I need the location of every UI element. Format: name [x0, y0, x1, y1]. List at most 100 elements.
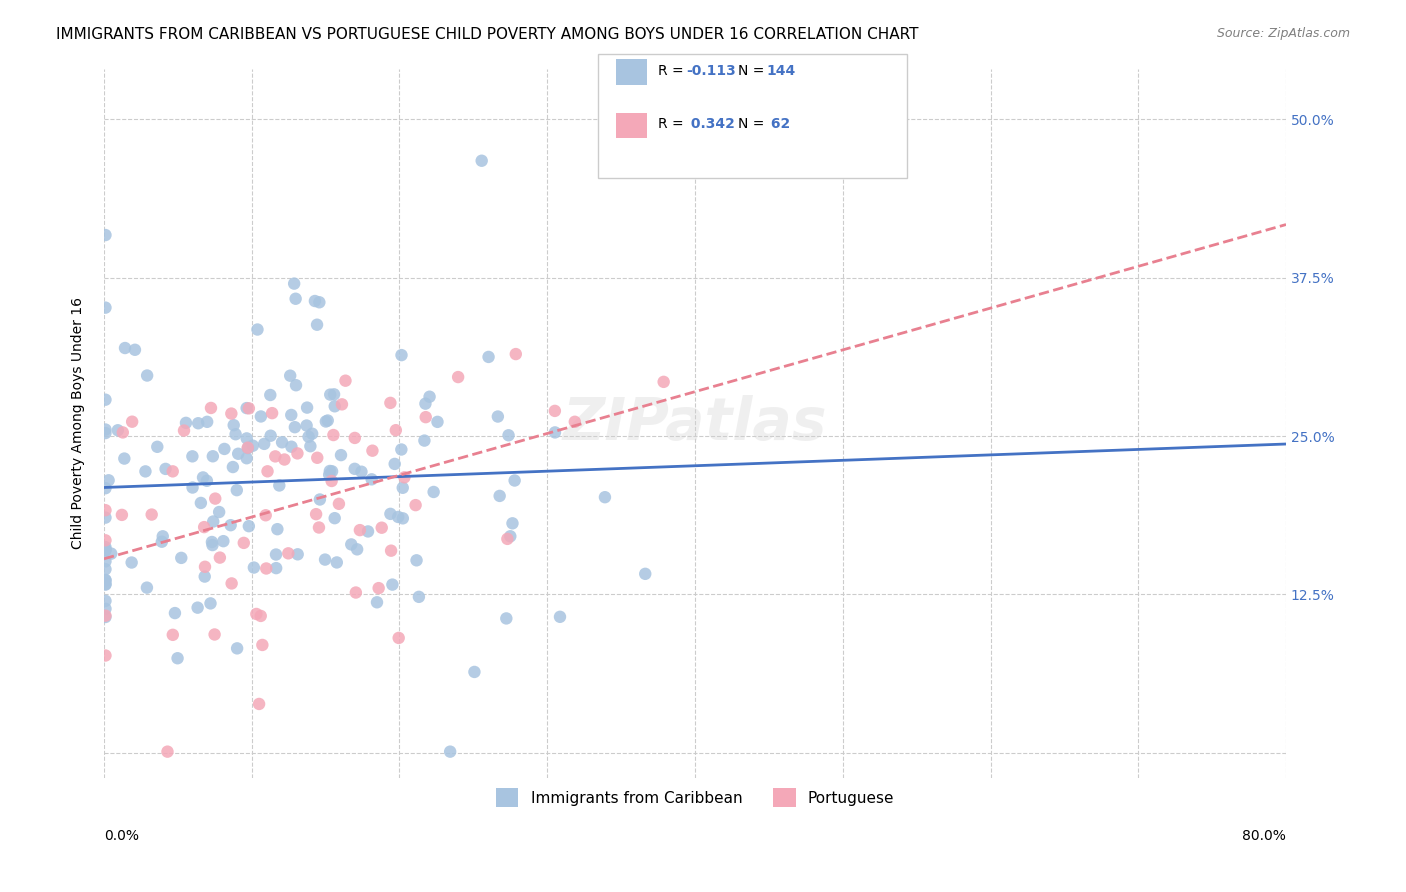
Point	[488, 489, 510, 503]
Point	[256, 464, 278, 478]
Point	[181, 481, 204, 495]
Point	[361, 443, 384, 458]
Point	[330, 397, 353, 411]
Point	[235, 431, 257, 445]
Text: 80.0%: 80.0%	[1241, 829, 1286, 843]
Point	[322, 428, 344, 442]
Point	[236, 441, 259, 455]
Point	[340, 537, 363, 551]
Point	[380, 396, 402, 410]
Y-axis label: Child Poverty Among Boys Under 16: Child Poverty Among Boys Under 16	[72, 297, 86, 549]
Point	[564, 415, 586, 429]
Point	[280, 440, 302, 454]
Point	[319, 387, 342, 401]
Point	[225, 483, 247, 498]
Point	[97, 473, 120, 487]
Text: Source: ZipAtlas.com: Source: ZipAtlas.com	[1216, 27, 1350, 40]
Point	[94, 573, 117, 587]
Text: ZIPatlas: ZIPatlas	[562, 395, 827, 452]
Point	[335, 374, 357, 388]
Point	[304, 293, 326, 308]
Text: R =: R =	[658, 63, 688, 78]
Point	[413, 434, 436, 448]
Point	[100, 547, 122, 561]
Point	[181, 450, 204, 464]
Point	[94, 425, 117, 440]
Point	[264, 548, 287, 562]
Point	[94, 503, 117, 517]
Point	[391, 348, 413, 362]
Point	[200, 596, 222, 610]
Point	[447, 370, 470, 384]
Point	[94, 228, 117, 243]
Point	[343, 431, 366, 445]
Point	[405, 553, 427, 567]
Point	[94, 608, 117, 623]
Point	[170, 550, 193, 565]
Point	[366, 595, 388, 609]
Point	[419, 390, 441, 404]
Point	[260, 428, 283, 442]
Point	[214, 442, 236, 456]
Point	[187, 600, 209, 615]
Point	[496, 532, 519, 546]
Point	[94, 540, 117, 554]
Point	[278, 368, 301, 383]
Point	[238, 401, 260, 416]
Text: 0.0%: 0.0%	[104, 829, 139, 843]
Point	[225, 427, 247, 442]
Point	[295, 418, 318, 433]
Point	[208, 550, 231, 565]
Point	[252, 638, 274, 652]
Text: 144: 144	[766, 63, 796, 78]
Point	[246, 322, 269, 336]
Point	[222, 460, 245, 475]
Point	[163, 606, 186, 620]
Point	[323, 511, 346, 525]
Point	[415, 397, 437, 411]
Point	[262, 406, 284, 420]
Point	[232, 536, 254, 550]
Point	[415, 410, 437, 425]
Point	[226, 447, 249, 461]
Text: R =: R =	[658, 117, 688, 131]
Point	[264, 450, 287, 464]
Point	[380, 507, 402, 521]
Point	[277, 546, 299, 560]
Text: IMMIGRANTS FROM CARIBBEAN VS PORTUGUESE CHILD POVERTY AMONG BOYS UNDER 16 CORREL: IMMIGRANTS FROM CARIBBEAN VS PORTUGUESE …	[56, 27, 918, 42]
Point	[200, 401, 222, 415]
Point	[152, 529, 174, 543]
Point	[295, 401, 318, 415]
Point	[219, 518, 242, 533]
Point	[380, 543, 402, 558]
Point	[94, 594, 117, 608]
Point	[323, 387, 346, 401]
Point	[195, 474, 218, 488]
Point	[247, 697, 270, 711]
Point	[191, 470, 214, 484]
Point	[284, 292, 307, 306]
Point	[269, 478, 291, 492]
Point	[305, 507, 328, 521]
Point	[301, 426, 323, 441]
Point	[389, 442, 412, 457]
Point	[357, 524, 380, 539]
Point	[236, 441, 259, 455]
Point	[245, 607, 267, 621]
Point	[249, 608, 271, 623]
Point	[94, 554, 117, 568]
Point	[498, 428, 520, 442]
Point	[387, 510, 409, 524]
Point	[495, 611, 517, 625]
Point	[94, 542, 117, 557]
Point	[201, 535, 224, 549]
Point	[652, 375, 675, 389]
Point	[204, 491, 226, 506]
Point	[136, 368, 159, 383]
Point	[439, 745, 461, 759]
Point	[141, 508, 163, 522]
Point	[384, 457, 406, 471]
Point	[94, 510, 117, 524]
Point	[162, 464, 184, 478]
Point	[308, 295, 330, 310]
